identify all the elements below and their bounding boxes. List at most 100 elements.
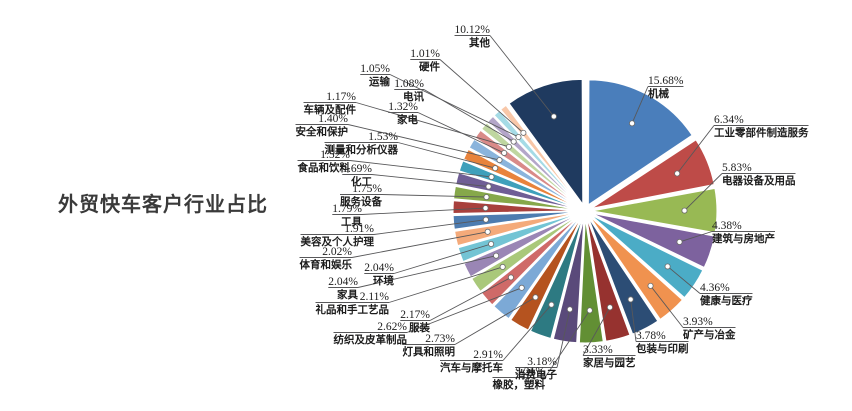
pie-slice[interactable] <box>487 115 581 207</box>
slice-anchor-dot <box>586 307 593 314</box>
pie-slice[interactable] <box>591 139 715 209</box>
pie-slice[interactable] <box>590 214 704 299</box>
leader-line <box>389 74 519 138</box>
pie-slice[interactable] <box>587 216 659 335</box>
slice-anchor-dot <box>488 240 495 247</box>
slice-anchor-dot <box>664 263 671 270</box>
slice-percent-label: 3.93% <box>683 316 713 328</box>
slice-category-label: 汽车与摩托车 <box>440 361 503 374</box>
slice-percent-label: 1.01% <box>410 48 440 60</box>
pie-slice[interactable] <box>587 79 693 206</box>
slice-percent-label: 6.34% <box>714 114 744 126</box>
slice-category-label: 矿产与冶金 <box>683 328 736 341</box>
slice-category-label: 电讯 <box>403 90 424 103</box>
slice-percent-label: 2.04% <box>328 276 358 288</box>
pie-slice[interactable] <box>462 148 579 209</box>
pie-slice[interactable] <box>474 129 580 208</box>
slice-percent-label: 1.40% <box>318 113 348 125</box>
slice-percent-label: 1.52% <box>320 149 350 161</box>
slice-category-label: 运输 <box>369 75 390 88</box>
slice-category-label: 橡胶，塑料 <box>493 378 546 391</box>
slice-category-label: 健康与医疗 <box>700 294 753 307</box>
pie-slice[interactable] <box>586 217 631 342</box>
slice-category-label: 服装 <box>409 321 430 334</box>
leader-line <box>351 231 488 258</box>
leader-line <box>347 124 500 161</box>
pie-slice[interactable] <box>480 122 581 207</box>
slice-category-label: 美容及个人护理 <box>301 235 375 248</box>
leader-line <box>679 231 713 243</box>
slice-percent-label: 3.78% <box>636 330 666 342</box>
leader-line <box>393 243 492 274</box>
pie-slice[interactable] <box>452 211 579 230</box>
pie-slice[interactable] <box>458 160 579 210</box>
pie-slice[interactable] <box>453 211 579 247</box>
pie-slice[interactable] <box>589 215 684 321</box>
slice-percent-label: 3.18% <box>527 356 557 368</box>
slice-percent-label: 15.68% <box>648 75 684 87</box>
slice-anchor-dot <box>532 294 539 301</box>
slice-anchor-dot <box>674 170 681 177</box>
slice-anchor-dot <box>681 207 688 214</box>
leader-line <box>544 310 591 378</box>
leader-line <box>397 142 496 169</box>
pie-slice[interactable] <box>552 217 585 344</box>
slice-percent-label: 1.08% <box>394 78 424 90</box>
slice-category-label: 车辆及配件 <box>304 103 357 116</box>
slice-anchor-dot <box>484 228 491 235</box>
leader-line <box>630 299 637 342</box>
leader-line <box>502 304 552 361</box>
leader-line <box>676 125 715 174</box>
leader-line <box>381 194 487 198</box>
slice-percent-label: 2.17% <box>400 309 430 321</box>
slice-category-label: 硬件 <box>419 60 440 73</box>
slice-category-label: 其他 <box>469 36 490 49</box>
slice-anchor-dot <box>488 173 495 180</box>
pie-slice[interactable] <box>493 216 581 320</box>
slice-category-label: 食品和饮料 <box>297 161 351 174</box>
pie-slice[interactable] <box>591 212 716 269</box>
slice-percent-label: 1.05% <box>360 63 390 75</box>
leader-line-group <box>295 35 809 378</box>
slice-percent-label: 1.75% <box>352 183 382 195</box>
leader-line <box>582 307 611 356</box>
leader-line <box>429 277 512 321</box>
slice-category-label: 安全和保护 <box>296 125 349 138</box>
slice-anchor-dot <box>647 282 654 289</box>
slice-percent-label: 1.17% <box>326 91 356 103</box>
slice-category-label: 化工 <box>351 175 372 188</box>
leader-line <box>357 255 497 288</box>
slice-category-label: 包装与印刷 <box>636 342 689 355</box>
label-group: 15.68%机械 6.34%工业零部件制造服务 5.83%电器设备及用品 4.38%建… <box>296 24 809 391</box>
slice-percent-label: 1.69% <box>342 163 372 175</box>
pie-slice-group <box>452 78 718 344</box>
leader-line <box>489 35 555 117</box>
leader-line <box>631 86 649 124</box>
slice-anchor-dot <box>485 183 492 190</box>
slice-percent-label: 4.38% <box>712 220 742 232</box>
slice-percent-label: 2.62% <box>377 321 407 333</box>
pie-slice[interactable] <box>591 187 718 234</box>
slice-category-label: 家具 <box>337 288 358 301</box>
slice-percent-label: 1.53% <box>368 131 398 143</box>
slice-percent-label: 1.91% <box>344 223 374 235</box>
slice-anchor-dot <box>493 252 500 259</box>
slice-anchor-dot <box>492 165 499 172</box>
pie-slice[interactable] <box>529 217 584 340</box>
slice-anchor-dot <box>566 306 573 313</box>
pie-slice[interactable] <box>493 109 581 207</box>
pie-slice[interactable] <box>508 78 584 207</box>
pie-slice[interactable] <box>452 185 579 211</box>
slice-category-label: 电器设备及用品 <box>722 174 796 187</box>
slice-anchor-dot <box>510 138 517 145</box>
leader-line <box>361 207 486 215</box>
pie-slice[interactable] <box>457 212 579 263</box>
slice-anchor-dot <box>501 149 508 156</box>
leader-line <box>388 266 503 303</box>
slice-anchor-dot <box>515 134 522 141</box>
pie-slice[interactable] <box>470 214 580 293</box>
leader-line <box>454 296 536 345</box>
slice-percent-label: 1.32% <box>388 101 418 113</box>
pie-slice[interactable] <box>578 217 604 344</box>
